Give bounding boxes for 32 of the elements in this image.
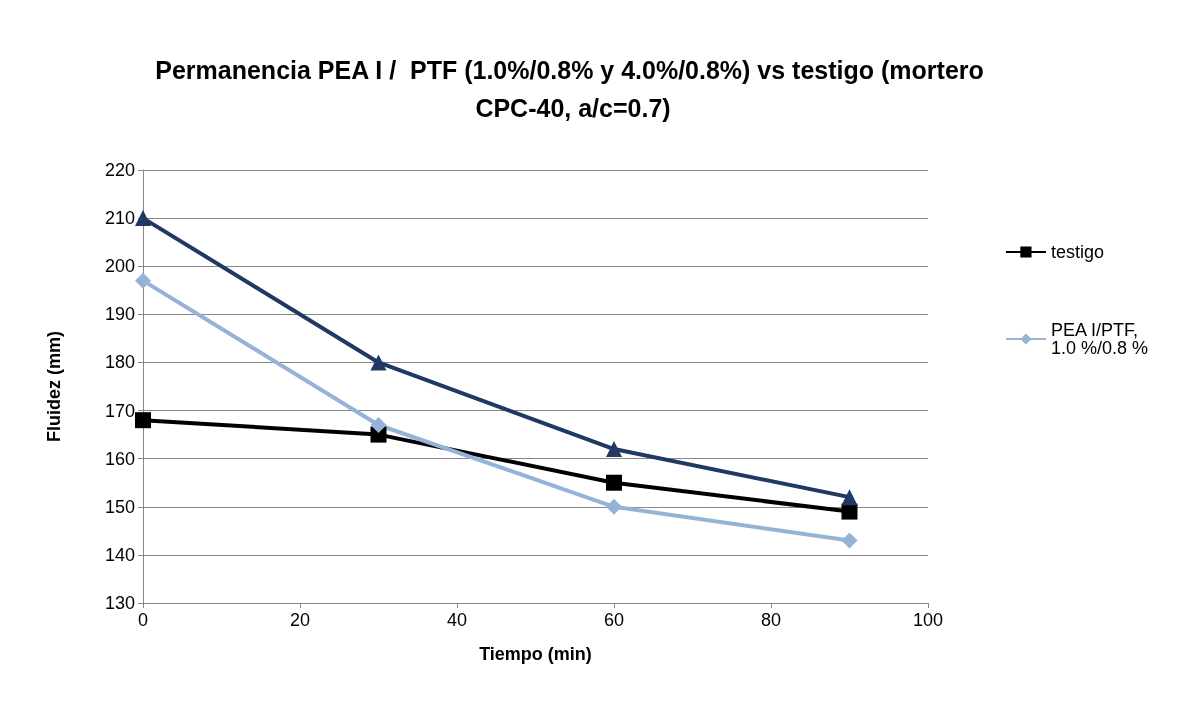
y-tick-label: 190 — [104, 304, 135, 325]
x-tick-label: 40 — [446, 610, 468, 630]
y-tick-label: 180 — [104, 352, 135, 373]
point — [370, 416, 387, 433]
point — [841, 489, 858, 506]
y-axis-title: Fluidez (mm) — [44, 331, 64, 442]
point — [370, 354, 387, 371]
y-tick-label: 170 — [104, 400, 135, 421]
chart-title: Permanencia PEA I / PTF (1.0%/0.8% y 4.0%/0.8%) vs testigo (mortero CPC-40, a/c=0.7) — [155, 56, 991, 122]
x-tick-label: 20 — [289, 610, 311, 630]
legend-label: testigo — [1050, 242, 1104, 262]
legend-label: PEA I/PTF, 1.0 %/0.8 % — [1050, 320, 1148, 358]
x-axis-title: Tiempo (min) — [479, 644, 592, 664]
y-tick-label: 200 — [104, 256, 135, 277]
point — [841, 503, 858, 520]
point — [606, 441, 622, 458]
point — [606, 474, 622, 491]
y-tick-label: 210 — [104, 208, 135, 229]
x-tick-label: 100 — [912, 610, 944, 630]
x-tick-label: 80 — [760, 610, 782, 630]
y-tick-label: 130 — [104, 593, 135, 613]
y-tick-label: 160 — [104, 448, 135, 469]
x-tick-label: 60 — [603, 610, 625, 630]
x-tick-label: 0 — [137, 610, 149, 630]
point — [841, 532, 858, 549]
point — [135, 210, 151, 227]
y-tick-label: 140 — [104, 544, 135, 565]
point — [135, 412, 151, 429]
y-tick-label: 220 — [104, 160, 135, 180]
point — [135, 272, 151, 289]
y-tick-label: 150 — [104, 496, 135, 517]
point — [606, 498, 622, 515]
